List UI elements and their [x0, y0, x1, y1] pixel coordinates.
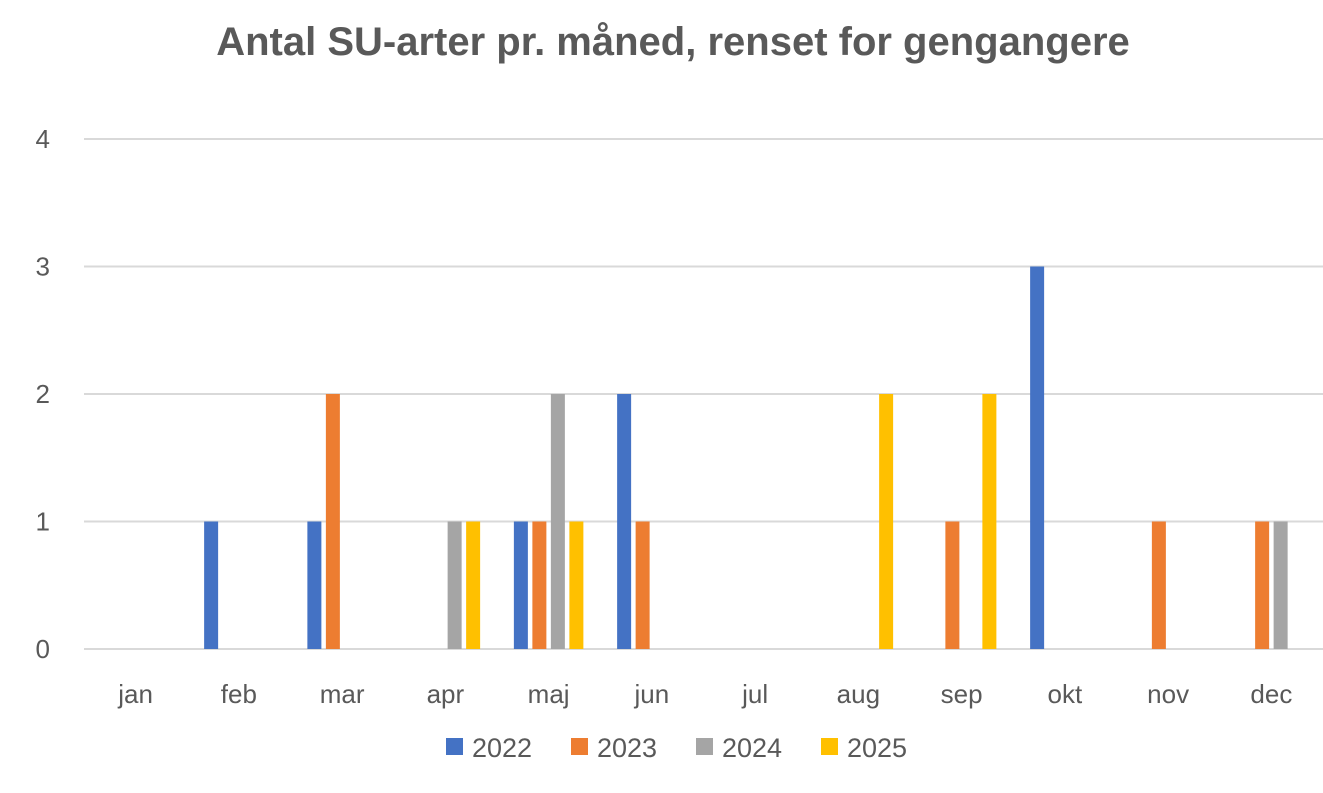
x-tick-label-jan: jan: [117, 679, 153, 709]
bar-2022-jun: [617, 394, 632, 649]
bar-2022-mar: [307, 521, 322, 649]
x-tick-label-apr: apr: [427, 679, 465, 709]
y-tick-label: 3: [36, 252, 50, 282]
y-tick-label: 1: [36, 507, 50, 537]
bar-2022-maj: [513, 521, 528, 649]
bar-2024-dec: [1273, 521, 1288, 649]
bar-2023-nov: [1151, 521, 1166, 649]
legend-label-2024: 2024: [722, 733, 782, 763]
bar-2025-aug: [879, 394, 894, 649]
bar-2024-apr: [447, 521, 462, 649]
x-tick-label-nov: nov: [1147, 679, 1189, 709]
x-tick-label-jul: jul: [741, 679, 768, 709]
y-tick-label: 0: [36, 634, 50, 664]
x-tick-label-sep: sep: [941, 679, 983, 709]
bar-2022-okt: [1030, 266, 1045, 649]
bar-2025-sep: [982, 394, 997, 649]
chart-title: Antal SU-arter pr. måned, renset for gen…: [216, 20, 1130, 64]
y-tick-label: 4: [36, 124, 50, 154]
bars: [204, 266, 1288, 649]
x-tick-label-feb: feb: [221, 679, 257, 709]
x-axis-ticks: jan feb mar apr maj jun jul aug sep okt nov dec: [117, 679, 1292, 709]
y-axis-ticks: 0 1 2 3 4: [36, 124, 50, 664]
legend-swatch-2022: [446, 738, 463, 755]
y-tick-label: 2: [36, 379, 50, 409]
bar-2023-sep: [945, 521, 960, 649]
legend-swatch-2024: [696, 738, 713, 755]
bar-2022-feb: [204, 521, 219, 649]
x-tick-label-aug: aug: [837, 679, 880, 709]
legend-swatch-2025: [821, 738, 838, 755]
legend-swatch-2023: [571, 738, 588, 755]
x-tick-label-okt: okt: [1048, 679, 1083, 709]
bar-2025-maj: [569, 521, 584, 649]
bar-2023-mar: [325, 394, 340, 649]
bar-2023-dec: [1255, 521, 1270, 649]
x-tick-label-dec: dec: [1250, 679, 1292, 709]
bar-2024-maj: [550, 394, 565, 649]
legend-label-2025: 2025: [847, 733, 907, 763]
legend-label-2022: 2022: [472, 733, 532, 763]
legend: 2022 2023 2024 2025: [446, 733, 907, 763]
bar-2023-jun: [635, 521, 650, 649]
legend-label-2023: 2023: [597, 733, 657, 763]
x-tick-label-maj: maj: [528, 679, 570, 709]
bar-2025-apr: [466, 521, 481, 649]
bar-2023-maj: [532, 521, 547, 649]
x-tick-label-jun: jun: [634, 679, 670, 709]
gridlines: [84, 138, 1323, 650]
x-tick-label-mar: mar: [320, 679, 365, 709]
